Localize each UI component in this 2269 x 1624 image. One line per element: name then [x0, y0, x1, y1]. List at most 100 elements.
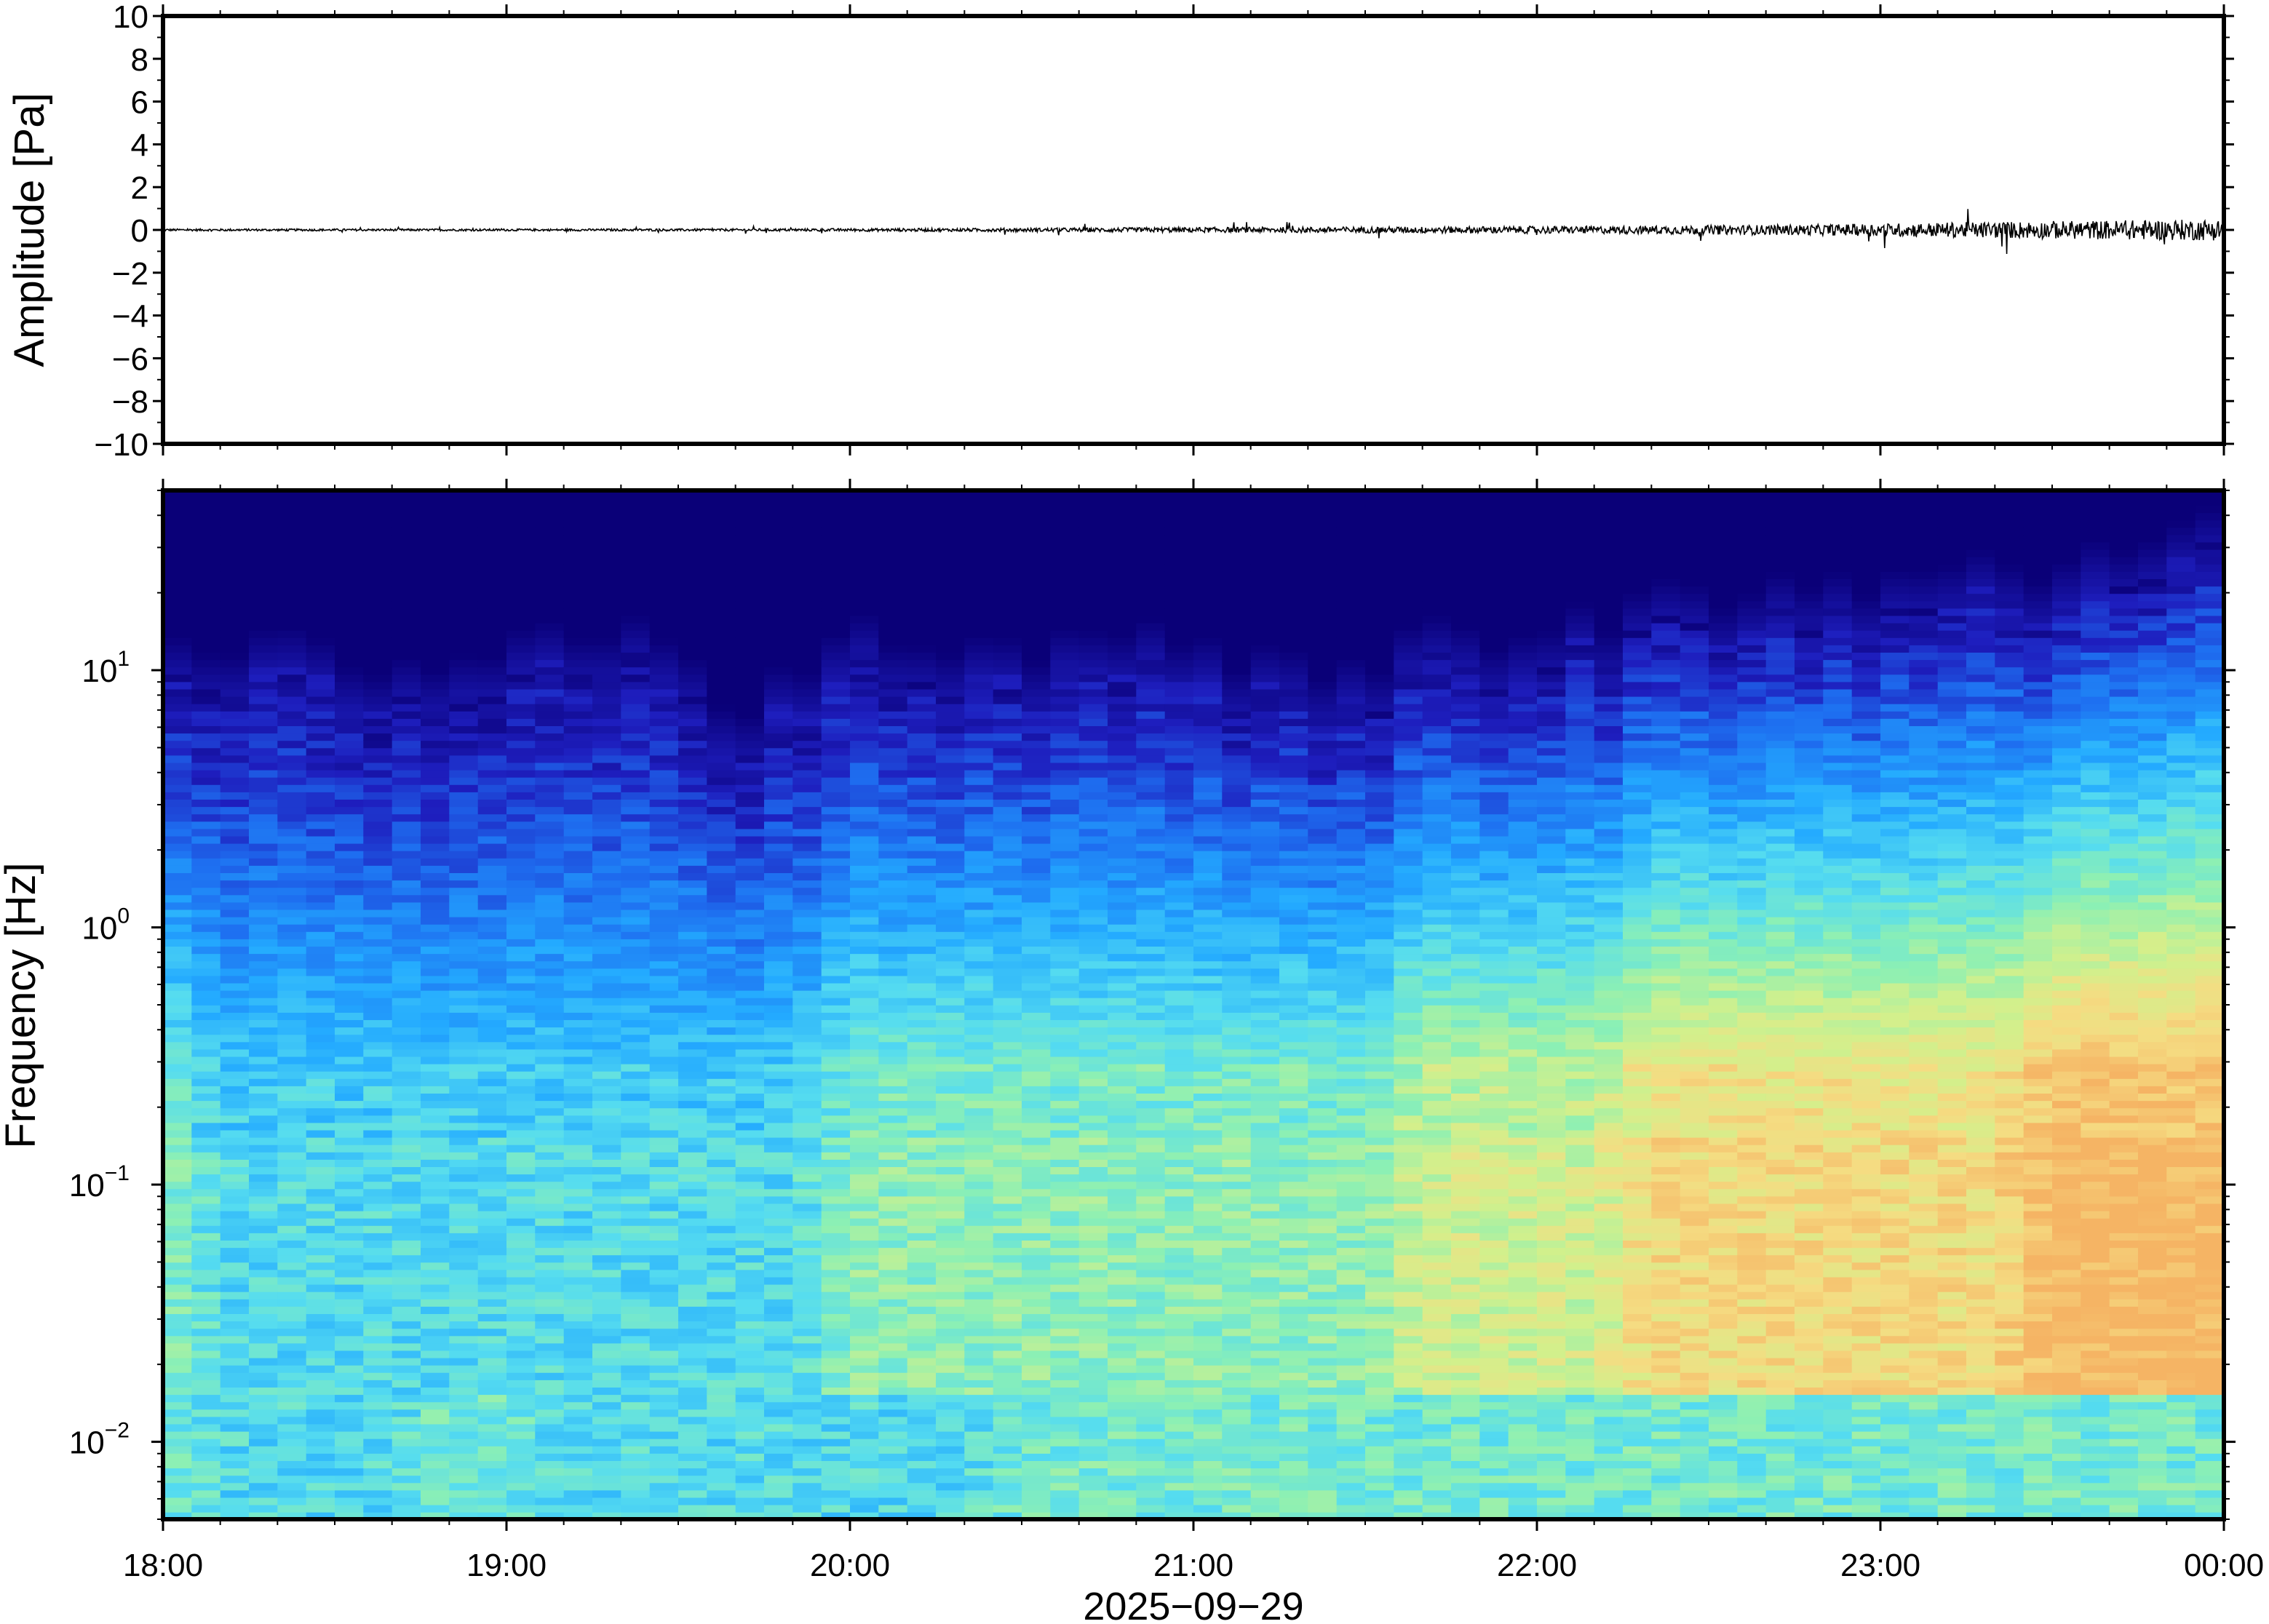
spectrogram-cell	[1022, 696, 1052, 704]
spectrogram-cell	[592, 1497, 622, 1505]
spectrogram-cell	[678, 1446, 708, 1454]
spectrogram-cell	[392, 887, 421, 896]
spectrogram-cell	[563, 1446, 593, 1454]
spectrogram-cell	[163, 821, 193, 829]
spectrogram-cell	[792, 850, 822, 859]
spectrogram-cell	[191, 931, 221, 939]
spectrogram-cell	[1050, 666, 1080, 675]
spectrogram-cell	[792, 1497, 822, 1505]
spectrogram-cell	[563, 1504, 593, 1513]
spectrogram-cell	[936, 792, 966, 800]
spectrogram-cell	[335, 792, 365, 800]
spectrogram-cell	[850, 828, 880, 837]
spectrogram-cell	[1108, 1086, 1137, 1094]
spectrogram-cell	[1050, 1468, 1080, 1476]
spectrogram-cell	[792, 939, 822, 947]
spectrogram-cell	[764, 776, 794, 785]
spectrogram-cell	[907, 813, 937, 822]
spectrogram-cell	[878, 975, 908, 984]
spectrogram-cell	[1136, 769, 1166, 778]
spectrogram-cell	[363, 939, 393, 947]
spectrogram-cell	[1108, 1276, 1137, 1285]
spectrogram-cell	[163, 1041, 193, 1050]
spectrogram-cell	[621, 916, 651, 925]
spectrogram-cell	[592, 1262, 622, 1270]
spectrogram-cell	[936, 776, 966, 785]
spectrogram-cell	[1078, 1460, 1108, 1469]
spectrogram-cell	[1136, 1152, 1166, 1160]
spectrogram-cell	[1078, 784, 1108, 792]
spectrogram-cell	[878, 1401, 908, 1410]
spectrogram-cell	[878, 688, 908, 697]
spectrogram-cell	[1078, 527, 1108, 536]
spectrogram-cell	[592, 799, 622, 808]
spectrogram-cell	[191, 1041, 221, 1050]
spectrogram-cell	[792, 1122, 822, 1131]
spectrogram-cell	[506, 1225, 536, 1233]
spectrogram-cell	[1050, 939, 1080, 947]
spectrogram-cell	[649, 1012, 679, 1020]
spectrogram-cell	[1050, 931, 1080, 939]
spectrogram-cell	[907, 939, 937, 947]
spectrogram-cell	[993, 696, 1022, 704]
spectrogram-cell	[821, 1342, 851, 1351]
spectrogram-cell	[306, 1372, 335, 1380]
spectrogram-cell	[964, 946, 994, 955]
spectrogram-cell	[163, 1233, 193, 1241]
spectrogram-cell	[678, 1342, 708, 1351]
spectrogram-cell	[1108, 960, 1137, 969]
spectrogram-cell	[363, 600, 393, 609]
spectrogram-cell	[220, 843, 250, 851]
spectrogram-cell	[1136, 1240, 1166, 1249]
spectrogram-cell	[392, 498, 421, 506]
spectrogram-cell	[277, 813, 307, 822]
spectrogram-cell	[449, 835, 479, 844]
spectrogram-cell	[735, 1380, 765, 1388]
spectrogram-cell	[907, 1225, 937, 1233]
spectrogram-cell	[1078, 769, 1108, 778]
spectrogram-cell	[792, 1070, 822, 1079]
spectrogram-cell	[964, 1019, 994, 1028]
spectrogram-cell	[163, 527, 193, 536]
spectrogram-cell	[563, 564, 593, 572]
spectrogram-cell	[850, 645, 880, 653]
spectrogram-cell	[707, 688, 736, 697]
spectrogram-cell	[477, 776, 507, 785]
spectrogram-cell	[163, 968, 193, 976]
spectrogram-cell	[850, 960, 880, 969]
spectrogram-cell	[477, 1438, 507, 1446]
spectrogram-cell	[1078, 1313, 1108, 1322]
spectrogram-cell	[964, 1034, 994, 1043]
spectrogram-cell	[621, 1247, 651, 1256]
spectrogram-cell	[1022, 1203, 1052, 1211]
spectrogram-cell	[277, 747, 307, 756]
spectrogram-cell	[678, 527, 708, 536]
spectrogram-cell	[220, 541, 250, 550]
spectrogram-cell	[707, 498, 736, 506]
spectrogram-cell	[306, 1078, 335, 1086]
spectrogram-cell	[764, 1372, 794, 1380]
spectrogram-cell	[878, 792, 908, 800]
spectrogram-cell	[764, 1394, 794, 1403]
spectrogram-cell	[993, 776, 1022, 785]
spectrogram-cell	[449, 865, 479, 873]
spectrogram-cell	[1022, 1416, 1052, 1425]
spectrogram-cell	[878, 1188, 908, 1197]
spectrogram-cell	[678, 1416, 708, 1425]
spectrogram-cell	[878, 1240, 908, 1249]
spectrogram-cell	[821, 512, 851, 521]
spectrogram-cell	[191, 645, 221, 653]
spectrogram-cell	[678, 1159, 708, 1167]
spectrogram-cell	[792, 520, 822, 528]
spectrogram-cell	[563, 527, 593, 536]
spectrogram-cell	[649, 1276, 679, 1285]
spectrogram-cell	[163, 1342, 193, 1351]
spectrogram-cell	[850, 1299, 880, 1307]
spectrogram-cell	[1022, 939, 1052, 947]
spectrogram-cell	[821, 688, 851, 697]
spectrogram-cell	[249, 1460, 279, 1469]
spectrogram-cell	[477, 835, 507, 844]
spectrogram-cell	[191, 659, 221, 668]
spectrogram-cell	[936, 990, 966, 998]
spectrogram-cell	[792, 703, 822, 712]
